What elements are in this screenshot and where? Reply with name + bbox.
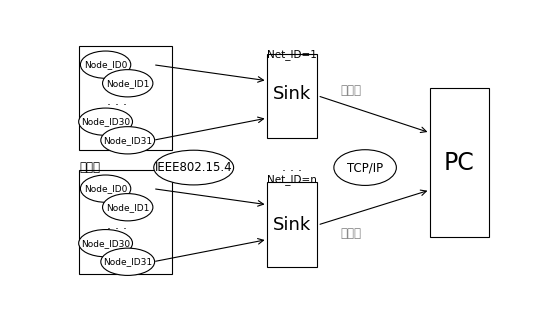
Text: PC: PC bbox=[444, 151, 475, 175]
Ellipse shape bbox=[334, 150, 396, 185]
Text: Sink: Sink bbox=[273, 85, 311, 103]
Text: 端节点: 端节点 bbox=[80, 161, 101, 174]
Ellipse shape bbox=[81, 175, 130, 202]
Ellipse shape bbox=[101, 248, 155, 275]
Text: . . .: . . . bbox=[107, 95, 127, 109]
Text: Net_ID=1: Net_ID=1 bbox=[268, 49, 318, 60]
Text: . . .: . . . bbox=[107, 219, 127, 232]
FancyBboxPatch shape bbox=[430, 88, 489, 237]
Ellipse shape bbox=[102, 194, 153, 221]
Text: 以太网: 以太网 bbox=[340, 227, 361, 240]
Text: . . .: . . . bbox=[282, 161, 302, 174]
Text: Node_ID31: Node_ID31 bbox=[103, 136, 152, 145]
Text: IEEE802.15.4: IEEE802.15.4 bbox=[155, 161, 232, 174]
Text: Node_ID1: Node_ID1 bbox=[106, 203, 150, 212]
Text: Node_ID30: Node_ID30 bbox=[81, 239, 130, 248]
Ellipse shape bbox=[101, 127, 155, 154]
Text: Node_ID31: Node_ID31 bbox=[103, 257, 152, 266]
Text: Node_ID0: Node_ID0 bbox=[84, 60, 127, 69]
Ellipse shape bbox=[78, 108, 133, 135]
Text: Node_ID0: Node_ID0 bbox=[84, 184, 127, 193]
FancyBboxPatch shape bbox=[78, 46, 172, 150]
FancyBboxPatch shape bbox=[78, 170, 172, 274]
Ellipse shape bbox=[102, 70, 153, 97]
Text: 以太网: 以太网 bbox=[340, 84, 361, 97]
Ellipse shape bbox=[154, 150, 234, 185]
Text: Node_ID30: Node_ID30 bbox=[81, 117, 130, 126]
Ellipse shape bbox=[78, 230, 133, 257]
Text: TCP/IP: TCP/IP bbox=[347, 161, 383, 174]
FancyBboxPatch shape bbox=[268, 183, 318, 267]
FancyBboxPatch shape bbox=[268, 53, 318, 138]
Text: Sink: Sink bbox=[273, 216, 311, 234]
Text: Node_ID1: Node_ID1 bbox=[106, 79, 150, 88]
Ellipse shape bbox=[81, 51, 130, 78]
Text: Net_ID=n: Net_ID=n bbox=[268, 174, 318, 185]
